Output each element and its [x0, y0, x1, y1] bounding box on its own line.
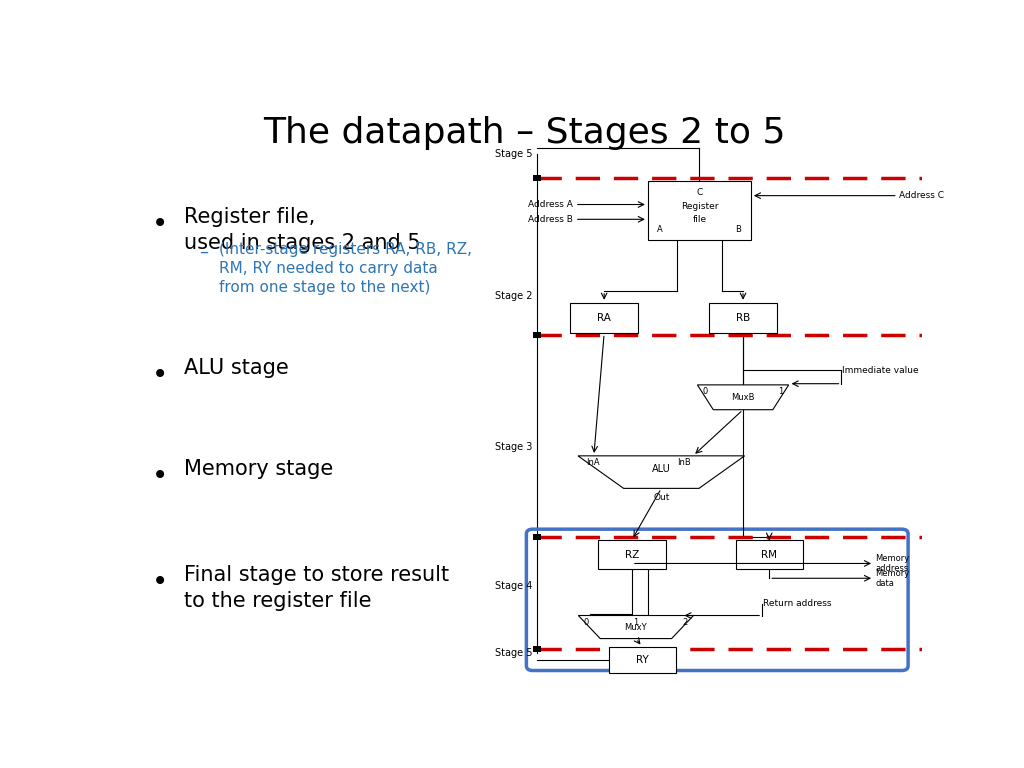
Text: 0: 0: [584, 618, 589, 627]
Text: MuxB: MuxB: [731, 392, 755, 402]
Text: •: •: [152, 361, 168, 389]
FancyBboxPatch shape: [648, 181, 751, 240]
Text: C: C: [696, 188, 702, 197]
Text: B: B: [735, 225, 741, 234]
Text: Immediate value: Immediate value: [842, 366, 919, 375]
Text: •: •: [152, 568, 168, 596]
Text: A: A: [657, 225, 664, 234]
Text: 1: 1: [778, 387, 783, 396]
Text: Address A: Address A: [528, 200, 573, 209]
Text: 0: 0: [702, 387, 709, 396]
Text: Memory
address: Memory address: [876, 554, 909, 573]
Text: Out: Out: [653, 493, 670, 502]
FancyBboxPatch shape: [735, 540, 803, 569]
FancyBboxPatch shape: [532, 175, 541, 181]
Text: RB: RB: [736, 313, 751, 323]
Polygon shape: [578, 456, 744, 488]
Polygon shape: [697, 385, 788, 409]
Text: Stage 5: Stage 5: [496, 149, 532, 159]
Text: ALU: ALU: [652, 464, 671, 474]
Text: Memory stage: Memory stage: [183, 458, 333, 478]
Text: 1: 1: [633, 618, 639, 627]
Text: •: •: [152, 462, 168, 490]
Text: Return address: Return address: [763, 599, 831, 608]
Text: •: •: [152, 210, 168, 238]
FancyBboxPatch shape: [710, 303, 777, 333]
Text: The datapath – Stages 2 to 5: The datapath – Stages 2 to 5: [263, 116, 786, 150]
FancyBboxPatch shape: [532, 332, 541, 338]
Text: InA: InA: [586, 458, 599, 467]
Text: Stage 5: Stage 5: [496, 647, 532, 657]
Text: file: file: [692, 215, 707, 224]
Text: Memory
data: Memory data: [876, 568, 909, 588]
FancyBboxPatch shape: [570, 303, 638, 333]
Text: Stage 3: Stage 3: [496, 442, 532, 452]
Text: RY: RY: [636, 655, 648, 665]
Text: RM: RM: [761, 550, 777, 560]
Text: Register file,
used in stages 2 and 5: Register file, used in stages 2 and 5: [183, 207, 420, 253]
Text: Address B: Address B: [528, 215, 573, 223]
Text: RZ: RZ: [625, 550, 639, 560]
FancyBboxPatch shape: [608, 647, 676, 673]
FancyBboxPatch shape: [532, 646, 541, 652]
Text: InB: InB: [677, 458, 691, 467]
Text: Stage 4: Stage 4: [496, 581, 532, 591]
Text: Final stage to store result
to the register file: Final stage to store result to the regis…: [183, 565, 449, 611]
Text: Register: Register: [681, 203, 718, 211]
Text: Address C: Address C: [899, 191, 944, 200]
Text: 2: 2: [683, 618, 688, 627]
Polygon shape: [579, 615, 693, 638]
Text: MuxY: MuxY: [625, 623, 647, 631]
Text: Stage 2: Stage 2: [496, 291, 532, 301]
FancyBboxPatch shape: [598, 540, 666, 569]
Text: RA: RA: [597, 313, 611, 323]
FancyBboxPatch shape: [532, 534, 541, 540]
Text: (Inter-stage registers RA, RB, RZ,
RM, RY needed to carry data
from one stage to: (Inter-stage registers RA, RB, RZ, RM, R…: [219, 242, 472, 295]
Text: –: –: [200, 243, 209, 261]
Text: ALU stage: ALU stage: [183, 358, 289, 379]
